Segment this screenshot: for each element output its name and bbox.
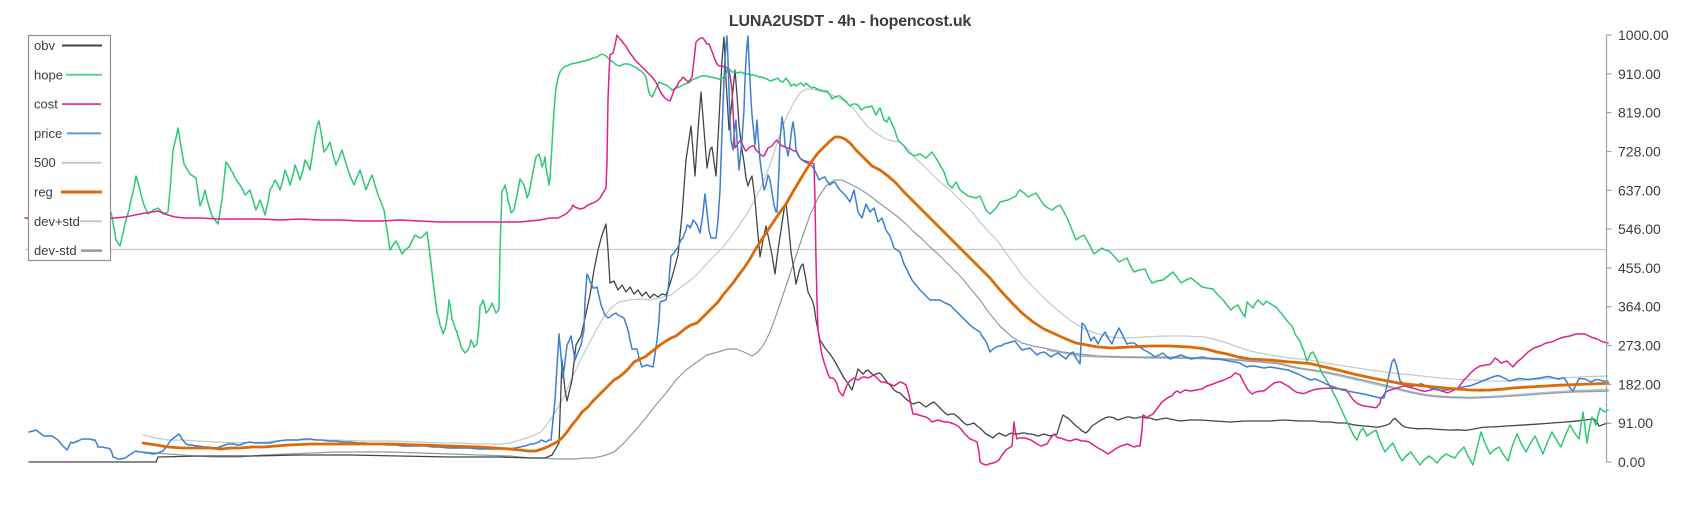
svg-text:455.00: 455.00 xyxy=(1618,260,1661,276)
svg-text:637.00: 637.00 xyxy=(1618,182,1661,198)
svg-text:546.00: 546.00 xyxy=(1618,221,1661,237)
svg-text:obv: obv xyxy=(34,38,55,53)
svg-text:reg: reg xyxy=(34,185,53,200)
svg-text:728.00: 728.00 xyxy=(1618,144,1661,160)
svg-text:dev-std: dev-std xyxy=(34,243,77,258)
svg-text:price: price xyxy=(34,126,62,141)
svg-text:91.00: 91.00 xyxy=(1618,415,1653,431)
svg-text:hope: hope xyxy=(34,67,63,82)
svg-text:LUNA2USDT - 4h - hopencost.uk: LUNA2USDT - 4h - hopencost.uk xyxy=(729,13,972,30)
svg-text:910.00: 910.00 xyxy=(1618,66,1661,82)
svg-text:dev+std: dev+std xyxy=(34,214,80,229)
svg-text:273.00: 273.00 xyxy=(1618,338,1661,354)
svg-text:500: 500 xyxy=(34,155,56,170)
svg-text:0.00: 0.00 xyxy=(1618,454,1645,470)
svg-text:1000.00: 1000.00 xyxy=(1618,27,1669,43)
svg-text:364.00: 364.00 xyxy=(1618,299,1661,315)
svg-text:182.00: 182.00 xyxy=(1618,376,1661,392)
svg-text:819.00: 819.00 xyxy=(1618,105,1661,121)
svg-text:cost: cost xyxy=(34,97,58,112)
